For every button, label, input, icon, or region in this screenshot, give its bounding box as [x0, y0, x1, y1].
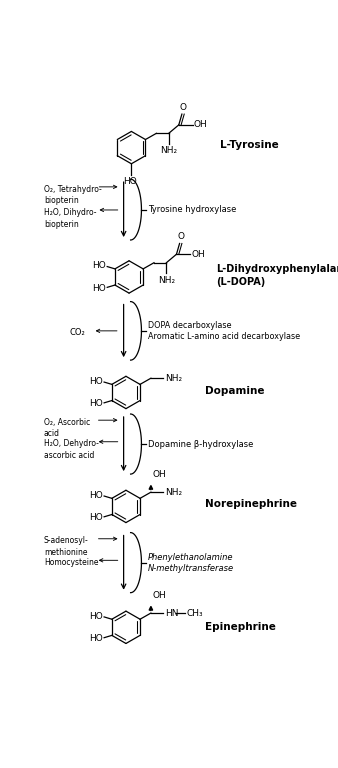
Text: L-Tyrosine: L-Tyrosine [220, 140, 279, 150]
Text: O: O [178, 232, 185, 241]
Text: L-Dihydroxyphenylalanine
(L-DOPA): L-Dihydroxyphenylalanine (L-DOPA) [217, 264, 338, 287]
Text: Dopamine β-hydroxylase: Dopamine β-hydroxylase [148, 439, 253, 449]
Text: HN: HN [165, 608, 178, 617]
Text: OH: OH [191, 250, 205, 259]
Text: S-adenosyl-
methionine: S-adenosyl- methionine [44, 537, 89, 557]
Text: OH: OH [152, 591, 166, 600]
Text: NH₂: NH₂ [165, 488, 182, 497]
Text: HO: HO [89, 377, 102, 386]
Text: NH₂: NH₂ [160, 147, 177, 155]
Text: HO: HO [89, 399, 102, 408]
Text: H₂O, Dehydro-
ascorbic acid: H₂O, Dehydro- ascorbic acid [44, 439, 99, 459]
Text: OH: OH [152, 470, 166, 479]
Text: NH₂: NH₂ [165, 374, 182, 382]
Text: O₂, Tetrahydro-
biopterin: O₂, Tetrahydro- biopterin [44, 185, 101, 205]
Text: OH: OH [194, 121, 207, 129]
Text: O₂, Ascorbic
acid: O₂, Ascorbic acid [44, 418, 90, 438]
Text: CH₃: CH₃ [187, 608, 203, 617]
Text: DOPA decarboxylase
Aromatic L-amino acid decarboxylase: DOPA decarboxylase Aromatic L-amino acid… [148, 321, 300, 341]
Text: Epinephrine: Epinephrine [205, 622, 276, 632]
Text: HO: HO [92, 261, 106, 270]
Text: Homocysteine: Homocysteine [44, 558, 98, 567]
Text: HO: HO [92, 283, 106, 293]
Text: HO: HO [123, 177, 137, 186]
Text: Tyrosine hydroxylase: Tyrosine hydroxylase [148, 205, 236, 214]
Text: Norepinephrine: Norepinephrine [205, 499, 297, 509]
Text: Dopamine: Dopamine [205, 386, 265, 396]
Text: HO: HO [89, 611, 102, 621]
Text: H₂O, Dihydro-
biopterin: H₂O, Dihydro- biopterin [44, 208, 96, 229]
Text: NH₂: NH₂ [158, 276, 175, 285]
Text: HO: HO [89, 513, 102, 522]
Text: HO: HO [89, 634, 102, 643]
Text: CO₂: CO₂ [69, 328, 85, 337]
Text: HO: HO [89, 491, 102, 500]
Text: O: O [180, 103, 187, 112]
Text: Phenylethanolamine
N-methyltransferase: Phenylethanolamine N-methyltransferase [148, 553, 234, 573]
